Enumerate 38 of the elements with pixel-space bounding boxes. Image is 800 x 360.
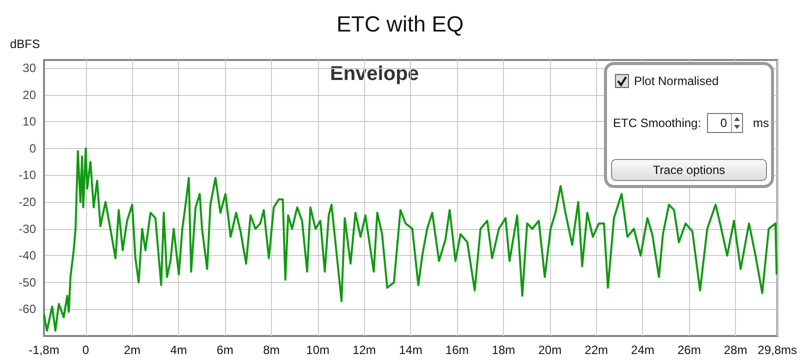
x-tick-label: 10m	[306, 343, 330, 357]
chart-title: ETC with EQ	[336, 12, 464, 36]
y-tick-label: -20	[18, 195, 36, 210]
button: Trace options	[611, 159, 767, 181]
x-tick-label: 24m	[631, 343, 654, 357]
annotation: ETC Smoothing:	[613, 116, 702, 130]
x-tick-label: 14m	[398, 343, 422, 357]
annotation: Plot Normalised	[634, 74, 719, 88]
y-tick-label: -30	[18, 222, 36, 236]
line-series	[43, 147, 778, 332]
y-tick-label: -40	[18, 248, 36, 263]
x-tick-label: 4m	[170, 343, 187, 357]
annotation: Trace options	[652, 163, 726, 177]
x-tick-label: 22m	[584, 343, 608, 357]
annotation: ms	[753, 116, 770, 130]
y-tick-label: -50	[18, 275, 36, 290]
x-tick-label: 6m	[216, 343, 234, 357]
y-tick-label: -10	[18, 168, 36, 182]
x-tick-label: 12m	[352, 343, 376, 357]
x-tick-label: -1,8m	[28, 343, 60, 357]
x-tick-label: 28m	[724, 343, 748, 357]
x-tick-label: 8m	[263, 343, 280, 357]
y-axis-title: dBFS	[10, 37, 40, 51]
y-tick-label: 10	[22, 114, 36, 129]
x-tick-label: 26m	[677, 343, 701, 357]
x-tick-label: 18m	[492, 343, 516, 357]
x-tick-label: 16m	[445, 343, 469, 357]
x-tick-label: 0	[82, 343, 90, 357]
y-tick-label: -60	[18, 302, 36, 316]
y-tick-label: 20	[22, 88, 36, 102]
annotation: 0	[720, 116, 728, 130]
annotation: Envelope	[330, 63, 419, 85]
x-tick-label: 20m	[538, 343, 562, 357]
x-tick-label: 2m	[124, 343, 141, 357]
y-tick-label: 30	[22, 61, 36, 76]
number-field: 0	[707, 113, 744, 133]
y-tick-label: 0	[29, 141, 36, 156]
x-tick-label: 29,8ms	[758, 343, 798, 357]
